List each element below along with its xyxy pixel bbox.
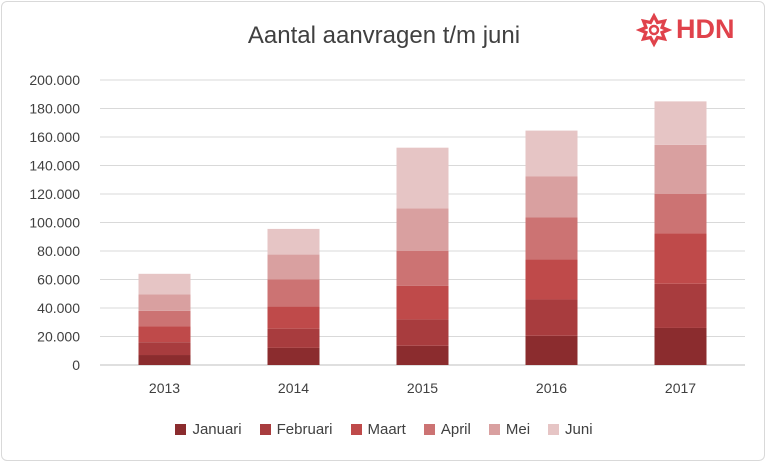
bar-segment-maart-2017 (654, 233, 707, 284)
legend: Januari Februari Maart April Mei Juni (0, 421, 768, 438)
y-tick-label: 140.000 (29, 158, 80, 174)
bar-segment-april-2013 (138, 310, 191, 327)
x-axis: 2013 2014 2015 2016 2017 (149, 380, 696, 396)
bar-segment-mei-2015 (396, 208, 449, 251)
legend-label: Mei (505, 421, 531, 438)
bar-segment-januari-2017 (654, 327, 707, 365)
x-tick-label: 2014 (278, 380, 309, 396)
legend-swatch (175, 424, 187, 435)
legend-label: Februari (276, 421, 333, 438)
bar-segment-januari-2013 (138, 355, 191, 365)
bar-segment-juni-2016 (525, 130, 578, 177)
bar-segment-februari-2015 (396, 319, 449, 346)
bar-segment-juni-2013 (138, 273, 191, 295)
legend-label: Januari (192, 421, 242, 438)
legend-item-april: April (423, 421, 471, 438)
bar-segment-mei-2017 (654, 144, 707, 194)
bar-segment-februari-2017 (654, 283, 707, 328)
chart-title: Aantal aanvragen t/m juni (247, 22, 521, 49)
hdn-logo: HDN (636, 12, 756, 48)
bar-segment-april-2014 (267, 279, 320, 307)
bar-segment-maart-2014 (267, 306, 320, 329)
legend-swatch (423, 424, 435, 435)
bar-segment-april-2015 (396, 251, 449, 286)
legend-label: Maart (367, 421, 406, 438)
y-tick-label: 100.000 (29, 215, 80, 231)
legend-item-mei: Mei (488, 421, 531, 438)
y-tick-label: 40.000 (37, 300, 80, 316)
legend-swatch (350, 424, 362, 435)
y-tick-label: 200.000 (29, 72, 80, 88)
legend-label: April (440, 421, 471, 438)
y-tick-label: 120.000 (29, 186, 80, 202)
bar-segment-maart-2015 (396, 285, 449, 320)
hdn-logo-text: HDN (676, 14, 735, 44)
x-tick-label: 2016 (536, 380, 567, 396)
legend-item-maart: Maart (350, 421, 406, 438)
bar-segment-april-2017 (654, 194, 707, 234)
y-tick-label: 60.000 (37, 272, 80, 288)
x-tick-label: 2015 (407, 380, 438, 396)
legend-item-februari: Februari (259, 421, 333, 438)
bar-segment-januari-2015 (396, 345, 449, 365)
legend-label: Juni (565, 421, 593, 438)
bar-segment-mei-2016 (525, 176, 578, 218)
y-tick-label: 80.000 (37, 243, 80, 259)
legend-item-januari: Januari (175, 421, 242, 438)
legend-swatch (548, 424, 560, 435)
bar-segment-mei-2013 (138, 294, 191, 311)
hdn-logo-icon (636, 12, 672, 48)
x-tick-label: 2017 (665, 380, 696, 396)
bar-segment-maart-2016 (525, 259, 578, 300)
bar-segment-juni-2014 (267, 228, 320, 255)
bar-segment-januari-2014 (267, 347, 320, 365)
legend-item-juni: Juni (548, 421, 593, 438)
bar-segment-juni-2015 (396, 147, 449, 209)
y-axis: 0 20.000 40.000 60.000 80.000 100.000 120.000 1… (29, 72, 80, 373)
bar-segment-januari-2016 (525, 335, 578, 365)
x-tick-label: 2013 (149, 380, 180, 396)
bar-segment-februari-2013 (138, 342, 191, 356)
bar-segment-juni-2017 (654, 101, 707, 145)
bar-segment-februari-2016 (525, 299, 578, 336)
legend-swatch (488, 424, 500, 435)
bar-segment-februari-2014 (267, 328, 320, 348)
y-tick-label: 20.000 (37, 329, 80, 345)
legend-swatch (259, 424, 271, 435)
bars (138, 101, 707, 365)
bar-segment-maart-2013 (138, 326, 191, 343)
bar-segment-mei-2014 (267, 254, 320, 280)
y-tick-label: 160.000 (29, 129, 80, 145)
y-tick-label: 180.000 (29, 101, 80, 117)
y-tick-label: 0 (72, 357, 80, 373)
bar-segment-april-2016 (525, 217, 578, 260)
